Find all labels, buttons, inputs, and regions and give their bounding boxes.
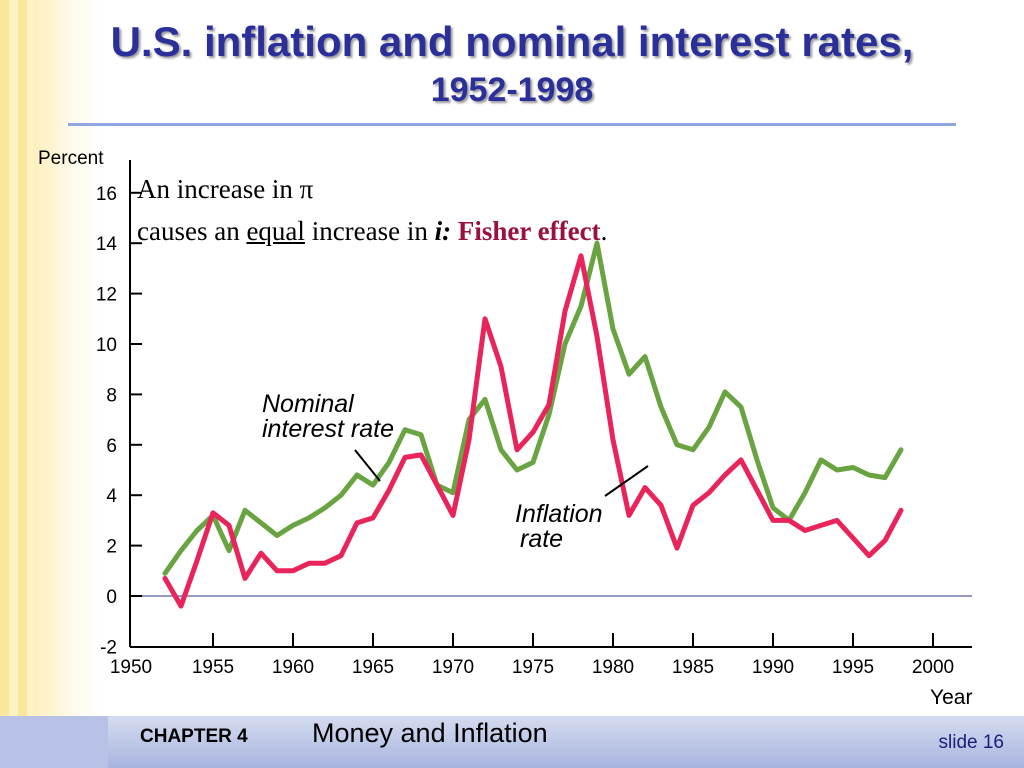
x-axis-label: Year: [930, 686, 973, 709]
x-tick-label: 1990: [752, 657, 794, 678]
y-tick-label: 0: [106, 587, 117, 608]
x-tick-label: 2000: [912, 657, 954, 678]
chart-area: -2 0 2 4 6 8 10 12 14 16 1950 1955 1960 1965 1970 1975 1…: [96, 160, 972, 678]
y-axis-label: Percent: [38, 148, 104, 169]
x-tick-label: 1985: [672, 657, 714, 678]
nominal-rate-line: [162, 240, 904, 576]
y-tick-label: 2: [106, 537, 117, 558]
fisher-annotation: An increase in π causes an equal increas…: [137, 168, 607, 252]
inflation-label-line2: rate: [520, 525, 564, 553]
nominal-leader-line: [354, 449, 381, 482]
y-tick-label: 14: [96, 234, 118, 255]
x-tick-label: 1965: [352, 657, 394, 678]
y-tick-label: 12: [96, 285, 117, 306]
slide-title: U.S. inflation and nominal interest rate…: [0, 16, 1024, 112]
x-tick-label: 1950: [110, 657, 152, 678]
inflation-rate-label: Inflation rate: [515, 502, 603, 552]
annotation-prefix: causes an: [137, 216, 247, 246]
y-tick-label: 8: [106, 385, 117, 406]
y-tick-label: 16: [96, 184, 117, 205]
y-tick-label: 10: [96, 335, 117, 356]
nominal-label-line1: Nominal: [262, 390, 354, 418]
footer-chapter: CHAPTER 4: [140, 726, 248, 747]
annotation-line2: causes an equal increase in i: Fisher ef…: [137, 210, 607, 252]
nominal-rate-label: Nominal interest rate: [262, 392, 394, 442]
y-tick-label: 4: [106, 486, 117, 507]
nominal-label-line2: interest rate: [262, 415, 395, 443]
annotation-middle: increase in: [304, 216, 435, 246]
x-tick-label: 1980: [592, 657, 634, 678]
slide-title-line2: 1952-1998: [430, 71, 594, 109]
slide-number: slide 16: [938, 732, 1005, 753]
y-tick-label: -2: [100, 637, 117, 658]
annotation-i: i:: [434, 216, 452, 246]
x-tick-label: 1975: [512, 657, 554, 678]
slide-title-line1: U.S. inflation and nominal interest rate…: [110, 18, 914, 65]
x-tick-label: 1955: [192, 657, 234, 678]
x-tick-label: 1960: [272, 657, 314, 678]
y-tick-label: 6: [106, 436, 117, 457]
line-chart: -2 0 2 4 6 8 10 12 14 16 1950 1955 1960 1965 1970 1975 1…: [96, 160, 972, 678]
title-divider: [68, 123, 956, 126]
annotation-end: .: [600, 216, 608, 246]
footer-left-block: [0, 716, 108, 768]
decorative-side-stripes: [0, 0, 34, 716]
annotation-line1: An increase in π: [137, 174, 314, 204]
x-tick-label: 1995: [832, 657, 874, 678]
inflation-rate-line: [162, 253, 904, 609]
footer-topic: Money and Inflation: [312, 718, 548, 748]
footer-bar: [0, 716, 1024, 768]
annotation-fisher-effect: Fisher effect: [457, 216, 601, 246]
decorative-side-fade: [34, 0, 104, 716]
x-tick-label: 1970: [432, 657, 474, 678]
inflation-leader-line: [604, 465, 649, 497]
inflation-label-line1: Inflation: [515, 500, 603, 528]
annotation-equal: equal: [246, 216, 305, 246]
